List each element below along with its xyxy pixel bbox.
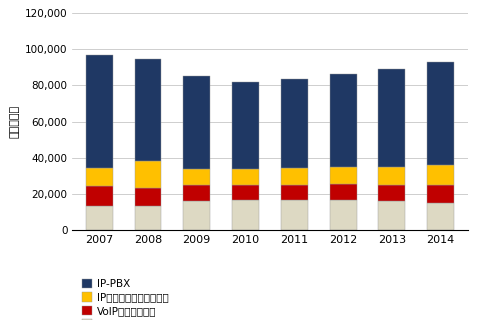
Bar	[86, 168, 113, 186]
Bar	[378, 201, 405, 230]
Bar	[86, 186, 113, 206]
Bar	[134, 161, 161, 188]
Bar	[86, 55, 113, 168]
Bar	[183, 201, 210, 230]
Legend: IP-PBX, IPビジネスホンシステム, VoIPゲートウェイ, IPフォン: IP-PBX, IPビジネスホンシステム, VoIPゲートウェイ, IPフォン	[78, 275, 173, 320]
Bar	[427, 62, 454, 165]
Y-axis label: （百万円）: （百万円）	[9, 105, 19, 138]
Bar	[134, 206, 161, 230]
Bar	[330, 167, 357, 184]
Bar	[86, 206, 113, 230]
Bar	[281, 185, 308, 200]
Bar	[378, 167, 405, 185]
Bar	[232, 200, 259, 230]
Bar	[281, 200, 308, 230]
Bar	[427, 185, 454, 203]
Bar	[232, 169, 259, 185]
Bar	[183, 185, 210, 201]
Bar	[427, 165, 454, 185]
Bar	[134, 59, 161, 161]
Bar	[330, 184, 357, 200]
Bar	[232, 82, 259, 169]
Bar	[281, 79, 308, 168]
Bar	[330, 200, 357, 230]
Bar	[183, 76, 210, 169]
Bar	[232, 185, 259, 200]
Bar	[330, 75, 357, 167]
Bar	[281, 168, 308, 185]
Bar	[378, 185, 405, 201]
Bar	[378, 69, 405, 167]
Bar	[183, 169, 210, 185]
Bar	[134, 188, 161, 206]
Bar	[427, 203, 454, 230]
